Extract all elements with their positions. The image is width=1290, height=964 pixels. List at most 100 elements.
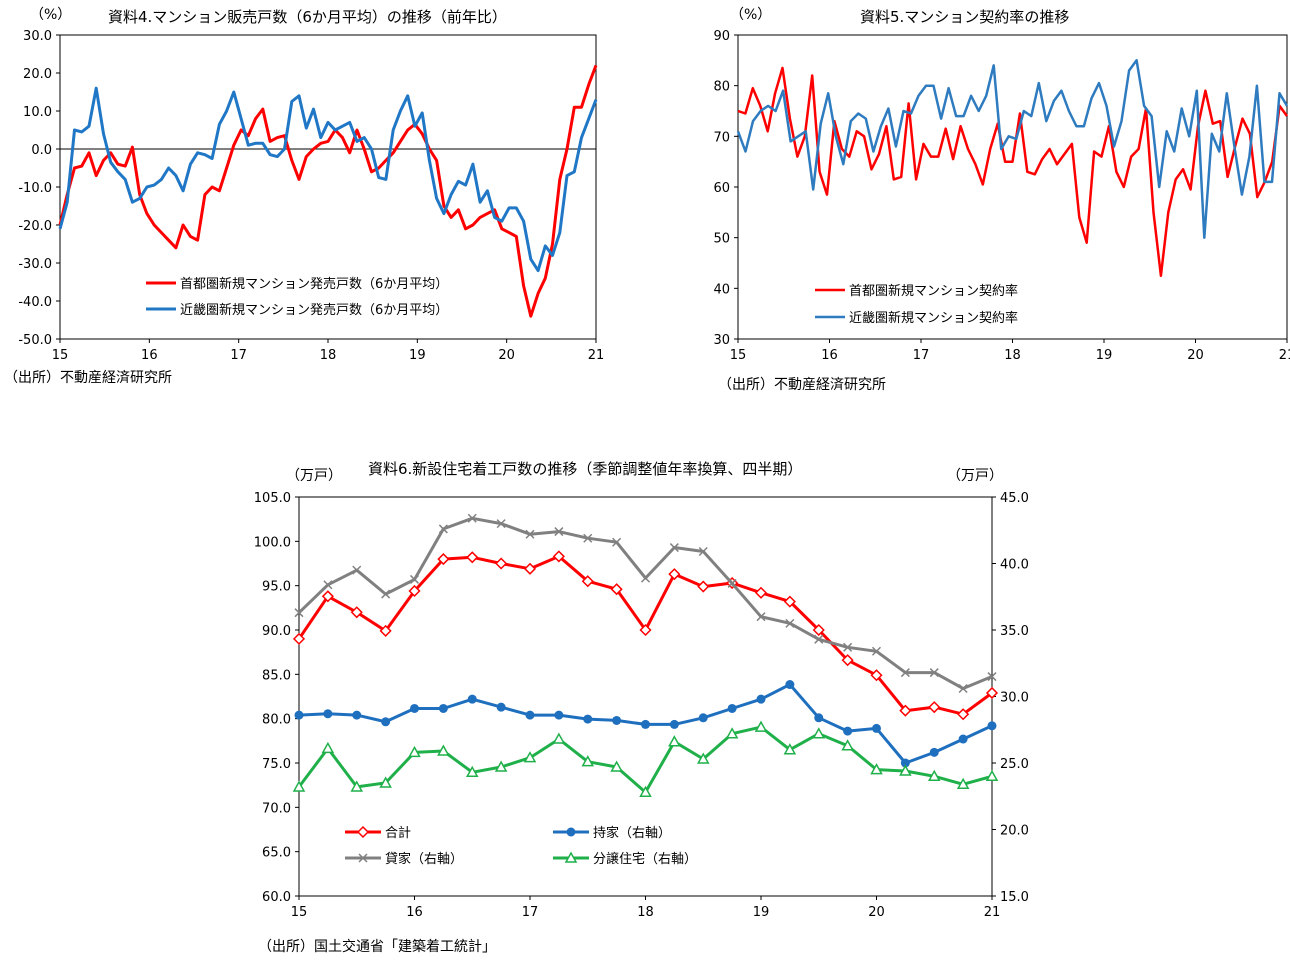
- series-line: [737, 66, 1289, 277]
- data-point: [669, 719, 679, 729]
- y-tick-label: -40.0: [18, 295, 52, 310]
- legend-marker: [358, 853, 368, 863]
- data-point: [408, 745, 421, 758]
- y-tick-label: -10.0: [18, 181, 52, 196]
- y-tick-label: 50: [713, 232, 730, 247]
- data-point: [697, 580, 710, 593]
- x-tick-label: 19: [409, 348, 426, 363]
- data-point: [379, 776, 392, 788]
- data-point: [669, 543, 679, 553]
- data-point: [783, 595, 796, 608]
- data-point: [321, 590, 334, 603]
- x-tick-label: 20: [1187, 348, 1204, 363]
- data-point: [727, 703, 737, 713]
- y-tick-label: 90.0: [262, 624, 291, 639]
- data-point: [727, 578, 737, 588]
- y-tick-label: 30.0: [23, 29, 52, 44]
- data-point: [321, 741, 335, 754]
- x-tick-label: 15: [291, 905, 308, 920]
- legend-label: 合計: [385, 825, 411, 841]
- y-tick-label: 70: [713, 130, 730, 145]
- data-point: [583, 714, 593, 724]
- x-tick-label: 20: [868, 905, 885, 920]
- x-tick-label: 16: [821, 348, 838, 363]
- data-point: [985, 769, 999, 782]
- data-point: [467, 694, 477, 704]
- data-point: [725, 727, 739, 739]
- data-point: [525, 529, 535, 539]
- legend-marker: [564, 851, 578, 863]
- data-point: [639, 785, 652, 798]
- data-point: [639, 623, 652, 637]
- x-tick-label: 19: [1096, 348, 1113, 363]
- data-point: [438, 703, 448, 713]
- series-line: [297, 725, 993, 794]
- chart-6-unit-right: （万戸）: [947, 468, 1003, 484]
- y-right-tick-label: 35.0: [1000, 624, 1029, 639]
- chart-4-source: （出所）不動産経済研究所: [4, 370, 172, 386]
- data-point: [841, 654, 854, 667]
- x-tick-label: 18: [320, 348, 337, 363]
- data-point: [437, 744, 450, 756]
- data-point: [495, 557, 508, 570]
- chart-5-source: （出所）不動産経済研究所: [718, 377, 886, 393]
- y-tick-label: 90: [713, 29, 730, 44]
- data-point: [350, 606, 363, 619]
- data-point: [381, 589, 391, 599]
- legend-marker: [356, 825, 370, 839]
- data-point: [870, 763, 883, 775]
- x-tick-label: 21: [984, 905, 1001, 920]
- data-point: [350, 780, 364, 792]
- chart-5-title: 資料5.マンション契約率の推移: [860, 8, 1070, 26]
- data-point: [352, 710, 362, 720]
- data-point: [641, 719, 650, 729]
- y-tick-label: 30: [713, 333, 730, 348]
- data-point: [525, 710, 535, 720]
- data-point: [410, 703, 419, 713]
- data-point: [352, 565, 362, 575]
- legend-label: 近畿圏新規マンション契約率: [849, 310, 1018, 326]
- data-point: [496, 702, 506, 712]
- data-point: [756, 694, 766, 704]
- data-point: [465, 765, 479, 778]
- plot-frame: [59, 34, 597, 340]
- chart-4-plot: 30.0 20.0 10.0 0.0 -10.0 -20.0 -30.0 -40.0 -50.0…: [18, 29, 605, 363]
- data-point: [870, 669, 883, 682]
- data-point: [785, 680, 795, 690]
- y-right-tick-label: 25.0: [1000, 757, 1029, 772]
- data-point: [381, 717, 391, 727]
- legend-label: 首都圏新規マンション契約率: [849, 283, 1018, 299]
- y-tick-label: 100.0: [254, 535, 291, 550]
- data-point: [438, 524, 448, 534]
- data-point: [843, 642, 853, 652]
- data-point: [872, 723, 881, 733]
- data-point: [323, 709, 333, 719]
- x-tick-label: 21: [1279, 348, 1290, 363]
- data-point: [379, 624, 392, 637]
- data-point: [408, 584, 421, 598]
- data-point: [985, 686, 999, 700]
- y-tick-label: 70.0: [262, 801, 291, 816]
- data-point: [812, 623, 825, 637]
- data-point: [812, 727, 826, 739]
- data-point: [927, 769, 941, 782]
- data-point: [929, 668, 939, 678]
- x-tick-label: 21: [588, 348, 605, 363]
- y-tick-label: 105.0: [254, 491, 291, 506]
- data-point: [698, 546, 708, 557]
- x-tick-label: 16: [141, 348, 158, 363]
- data-point: [292, 632, 306, 645]
- y-tick-label: 60.0: [262, 890, 291, 905]
- data-point: [756, 612, 766, 622]
- y-right-tick-label: 30.0: [1000, 691, 1029, 706]
- legend-label: 持家（右軸）: [593, 825, 671, 841]
- data-point: [899, 704, 912, 717]
- data-point: [610, 760, 623, 772]
- data-point: [612, 715, 622, 725]
- data-point: [987, 672, 997, 682]
- data-point: [957, 708, 970, 721]
- y-tick-label: 20.0: [23, 67, 52, 82]
- data-point: [640, 573, 651, 583]
- legend-label: 首都圏新規マンション発売戸数（6か月平均）: [180, 276, 448, 292]
